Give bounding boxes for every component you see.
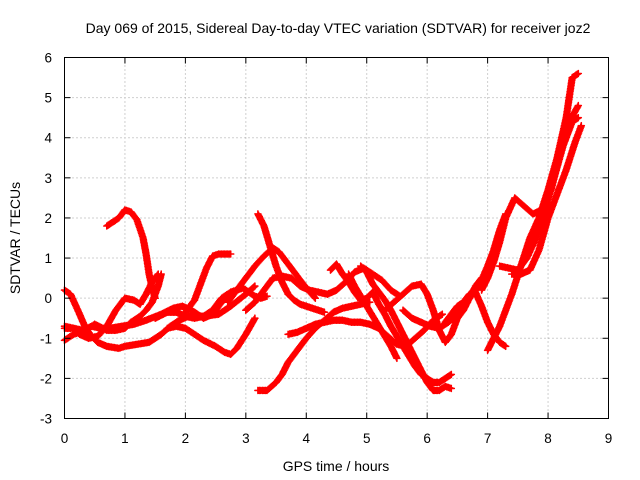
series-arc-16 xyxy=(344,270,401,363)
x-axis-label: GPS time / hours xyxy=(283,458,390,474)
y-axis-label: SDTVAR / TECUs xyxy=(7,182,23,294)
series-markers xyxy=(163,314,259,359)
chart-title: Day 069 of 2015, Sidereal Day-to-day VTE… xyxy=(86,20,591,36)
series-markers xyxy=(181,250,235,316)
series-markers xyxy=(151,284,271,322)
y-tick-label: 3 xyxy=(44,171,52,186)
series-arc-9 xyxy=(254,210,329,316)
series-arc-6 xyxy=(151,284,271,322)
series-markers xyxy=(356,262,456,395)
y-tick-label: 1 xyxy=(44,251,52,266)
y-tick-label: -1 xyxy=(40,331,52,346)
grid-layer xyxy=(64,57,609,419)
series-arc-23 xyxy=(508,121,586,278)
x-tick-label: 5 xyxy=(363,431,371,446)
series-arc-8 xyxy=(163,314,259,359)
y-tick-label: 5 xyxy=(44,91,52,106)
y-tick-label: 4 xyxy=(44,131,52,146)
series-arc-15 xyxy=(356,262,456,395)
series-arc-13 xyxy=(284,310,447,351)
series-arc-7 xyxy=(181,250,235,316)
series-markers xyxy=(103,206,159,302)
x-tick-label: 2 xyxy=(182,431,190,446)
y-tick-label: 0 xyxy=(44,291,52,306)
series-markers xyxy=(254,298,374,395)
y-tick-label: -2 xyxy=(40,371,52,386)
series-markers xyxy=(495,113,583,274)
series-markers xyxy=(508,121,586,278)
x-tick-label: 3 xyxy=(242,431,250,446)
series-arc-5 xyxy=(103,206,159,302)
series-markers xyxy=(344,270,401,363)
x-tick-label: 1 xyxy=(121,431,129,446)
y-tick-label: 6 xyxy=(44,51,52,66)
axis-layer: 0 1 2 3 4 5 6 7 8 9 -3 -2 -1 0 1 2 3 4 5 6 xyxy=(40,51,612,447)
y-tick-label: -3 xyxy=(40,412,52,427)
series-markers xyxy=(284,310,447,351)
x-tick-label: 4 xyxy=(303,431,311,446)
x-tick-label: 7 xyxy=(484,431,492,446)
x-tick-label: 8 xyxy=(544,431,552,446)
plot-frame xyxy=(64,57,609,419)
series-arc-22 xyxy=(495,113,583,274)
series-markers xyxy=(254,210,329,316)
x-tick-label: 0 xyxy=(61,431,69,446)
data-layer xyxy=(60,69,586,395)
x-tick-label: 6 xyxy=(423,431,431,446)
series-arc-11 xyxy=(254,298,374,395)
x-tick-label: 9 xyxy=(605,431,613,446)
y-tick-label: 2 xyxy=(44,211,52,226)
